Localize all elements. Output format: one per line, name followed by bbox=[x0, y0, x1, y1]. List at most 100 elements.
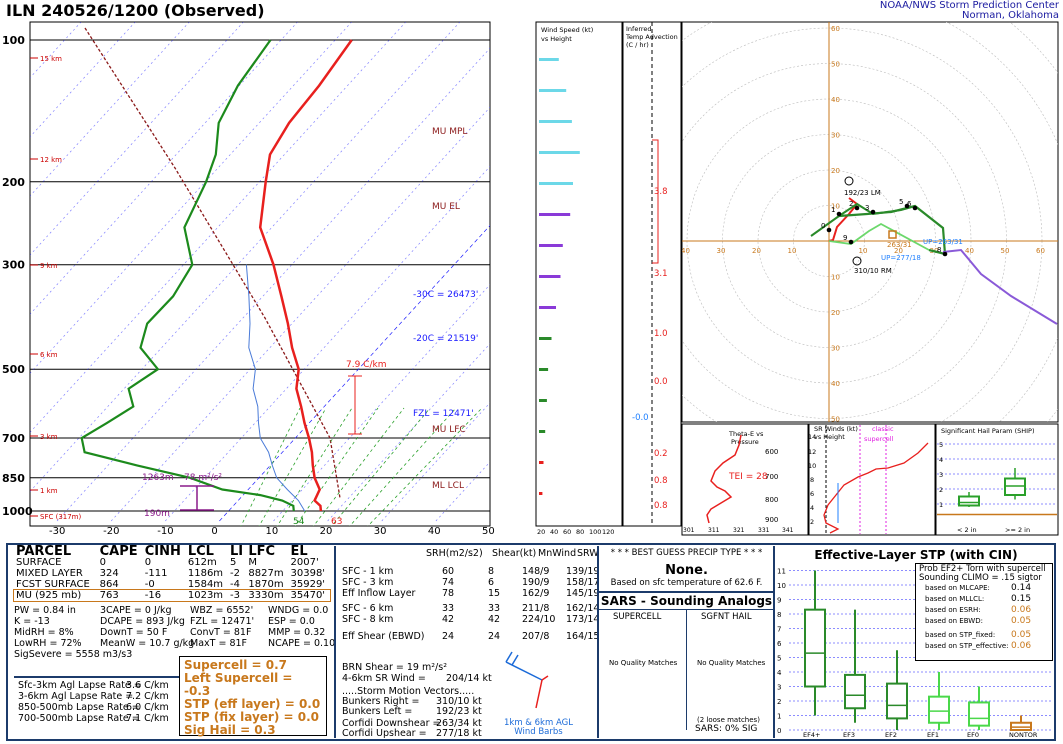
composite-index: STP (fix layer) = 0.0 bbox=[184, 710, 319, 724]
stp-y-4: 4 bbox=[777, 669, 782, 677]
tadv-units: (C / hr) bbox=[626, 41, 649, 49]
hodo-point-label-8: 8 bbox=[937, 246, 941, 254]
composite-index: STP (eff layer) = 0.0 bbox=[184, 697, 321, 711]
stp-y-10: 10 bbox=[777, 582, 786, 590]
wind-axis-20: 20 bbox=[537, 528, 545, 536]
precip-value: None. bbox=[665, 563, 708, 578]
srh-bracket bbox=[180, 485, 214, 511]
hodo-v-neg-label-50: 50 bbox=[831, 416, 840, 424]
mixing-ratio-line bbox=[331, 407, 431, 526]
wind-speed-bar bbox=[539, 244, 563, 247]
kinematic-cell: Eff Inflow Layer bbox=[342, 588, 416, 599]
index-value: 3CAPE = 0 J/kg bbox=[100, 605, 172, 616]
parcel-cell: -16 bbox=[144, 590, 162, 601]
kin-h-srh: SRH(m2/s2) bbox=[426, 548, 483, 559]
srw-h10: 10 bbox=[808, 462, 816, 470]
theta-x5: 341 bbox=[782, 527, 794, 534]
tadv-value-4: -0.0 bbox=[632, 413, 649, 423]
wind-speed-subtitle: vs Height bbox=[541, 35, 572, 43]
barb-1km bbox=[505, 661, 543, 681]
hodo-v-label-30: 30 bbox=[831, 132, 840, 140]
hodo-u-pos-50: 50 bbox=[1001, 247, 1010, 255]
sars-col1: SUPERCELL bbox=[613, 612, 662, 622]
stp-prob-row: based on STP_effective: 0.06 bbox=[919, 641, 1049, 652]
hodo-point-1 bbox=[836, 211, 842, 217]
kinematic-cell: 148/9 bbox=[522, 566, 550, 577]
kinematic-row: SFC - 6 km 33 33 211/8 162/14 bbox=[342, 603, 600, 614]
hodo-v-neg-label-20: 20 bbox=[831, 309, 840, 317]
index-row: K = -13 DCAPE = 893 J/kg FZL = 12471' ESP =… bbox=[14, 616, 332, 627]
stp-box bbox=[804, 608, 826, 688]
sars-none2: No Quality Matches bbox=[697, 659, 766, 667]
sars-sig: SARS: 0% SIG bbox=[695, 724, 758, 734]
stp-box bbox=[968, 701, 990, 727]
srw-h6: 6 bbox=[810, 490, 814, 498]
stp-cat-label: NONTOR bbox=[1009, 731, 1038, 738]
hodo-point-label-2: 2 bbox=[849, 200, 853, 208]
stp-prob-label: based on EBWD: bbox=[925, 617, 983, 625]
ship-title: Significant Hail Param (SHIP) bbox=[941, 427, 1035, 435]
wind-speed-bar bbox=[539, 213, 571, 216]
kinematic-cell: 8 bbox=[488, 566, 495, 577]
index-value: WBZ = 6552' bbox=[190, 605, 254, 616]
stp-y-1: 1 bbox=[777, 713, 781, 721]
tei-label: TEI = 28 bbox=[728, 472, 768, 482]
precip-basis: Based on sfc temperature of 62.6 F. bbox=[610, 578, 763, 588]
temperature-profile bbox=[258, 39, 353, 512]
precip-title: * * * BEST GUESS PRECIP TYPE * * * bbox=[610, 548, 763, 558]
wind-speed-bar bbox=[539, 306, 556, 309]
corfidi-down-label: Corfidi Downshear = bbox=[342, 718, 441, 729]
temp-label--10: -10 bbox=[157, 526, 173, 536]
wind-axis-100: 100 bbox=[589, 528, 601, 536]
tadv-subtitle: Temp Advection bbox=[625, 33, 678, 41]
wind-speed-bar bbox=[539, 368, 549, 371]
hodo-point-6 bbox=[912, 205, 918, 211]
stp-prob-row: based on MLCAPE: 0.14 bbox=[919, 583, 1049, 594]
ship-frame bbox=[935, 423, 1059, 536]
hodo-u-neg-10: 10 bbox=[788, 247, 797, 255]
wind-speed-title: Wind Speed (kt) bbox=[541, 26, 593, 34]
wind-speed-bar bbox=[539, 461, 544, 464]
lapse-row: 3-6km Agl Lapse Rate = 7.2 C/km bbox=[18, 691, 178, 702]
kinematic-cell: 6 bbox=[488, 577, 495, 588]
temp-label-50: 50 bbox=[482, 526, 495, 536]
kinematic-cell: 145/19 bbox=[566, 588, 600, 599]
stp-prob-row: based on EBWD: 0.05 bbox=[919, 616, 1049, 627]
index-value: MidRH = 8% bbox=[14, 627, 74, 638]
wind-speed-bar bbox=[539, 89, 567, 92]
hodo-v-label-60: 60 bbox=[831, 25, 840, 33]
hodo-point-label-9: 9 bbox=[843, 234, 847, 242]
corfidi-down-marker bbox=[888, 230, 897, 239]
lapse-rates: Sfc-3km Agl Lapse Rate = 3.6 C/km 3-6km Ag… bbox=[18, 680, 178, 724]
hodo-u-pos-60: 60 bbox=[1036, 247, 1045, 255]
parcel-cell: 2007' bbox=[290, 557, 319, 568]
kinematic-cell: 24 bbox=[488, 631, 501, 642]
wind-speed-bar bbox=[539, 275, 561, 278]
temp-label-40: 40 bbox=[428, 526, 441, 536]
hodo-u-neg-20: 20 bbox=[752, 247, 761, 255]
wind-speed-bar bbox=[539, 151, 580, 154]
lapse-row: 850-500mb Lapse Rate = 6.0 C/km bbox=[18, 702, 178, 713]
kinematic-cell: 162/14 bbox=[566, 603, 600, 614]
mixing-ratio-line bbox=[240, 407, 301, 526]
stp-prob-value: 0.05 bbox=[1011, 630, 1032, 640]
ship-y-3: 3 bbox=[939, 471, 943, 479]
parcel-h2: CINH bbox=[144, 544, 181, 559]
kin-h-srw: SRW bbox=[577, 548, 599, 559]
kinematic-cell: 78 bbox=[442, 588, 455, 599]
lapse-row: 700-500mb Lapse Rate = 7.1 C/km bbox=[18, 713, 178, 724]
sars-loose: (2 loose matches) bbox=[697, 716, 760, 724]
pressure-label-850: 850 bbox=[2, 472, 25, 485]
up2-label: UP=277/18 bbox=[881, 254, 921, 262]
height-label-2: 9 km bbox=[40, 262, 58, 270]
srw-h12: 12 bbox=[808, 448, 816, 456]
barb-6km-flag bbox=[541, 675, 549, 681]
sfc-dewpoint-annotation: 54 bbox=[293, 517, 305, 527]
parcel-cell: 324 bbox=[99, 568, 119, 579]
kinematic-cell: 164/15 bbox=[566, 631, 600, 642]
kinematic-row: SFC - 3 km 74 6 190/9 158/17 bbox=[342, 577, 599, 588]
hodo-point-5 bbox=[904, 203, 910, 209]
corfidi-down-value: 263/34 kt bbox=[436, 718, 482, 729]
hodo-v-label-10: 10 bbox=[831, 203, 840, 211]
ml-lcl-annotation: ML LCL bbox=[432, 481, 464, 491]
